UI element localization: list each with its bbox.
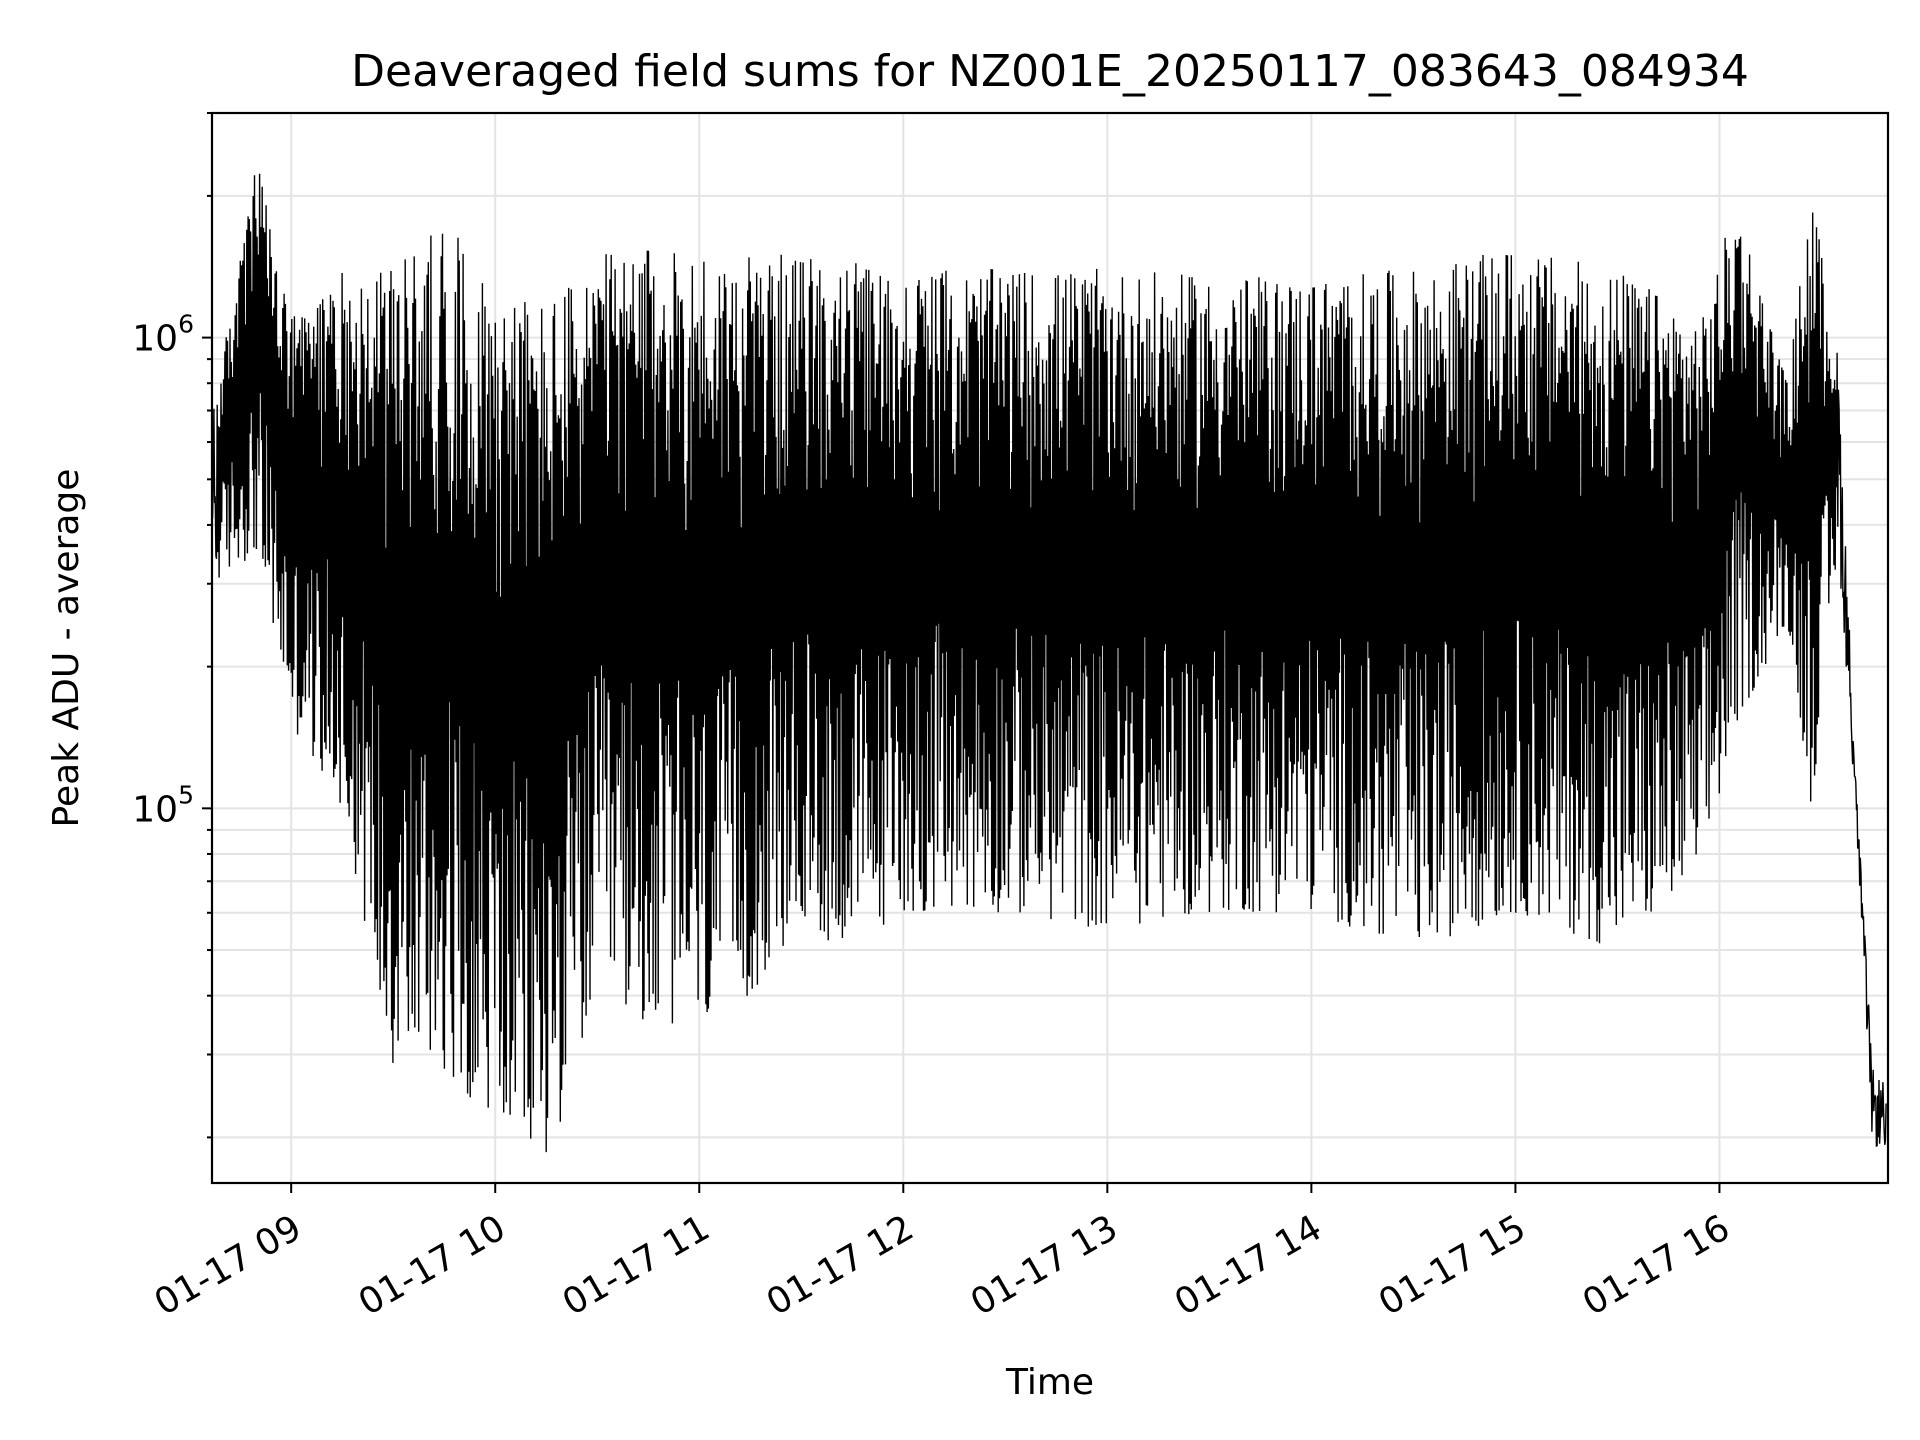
chart-title: Deaveraged field sums for NZ001E_2025011…	[351, 46, 1749, 97]
plot-frame	[210, 111, 1890, 1185]
y-tick-base: 10	[132, 789, 178, 830]
x-axis-label: Time	[1005, 1362, 1094, 1403]
y-tick-exponent: 6	[178, 310, 194, 339]
y-tick-label: 106	[132, 310, 194, 360]
series-layer	[211, 173, 1887, 1153]
y-tick-base: 10	[132, 319, 178, 360]
y-tick-exponent: 5	[178, 780, 194, 809]
y-tick-label: 105	[132, 780, 194, 830]
ticks	[202, 112, 1721, 1193]
y-axis-label: Peak ADU - average	[46, 469, 87, 828]
series-line	[211, 173, 1887, 1153]
